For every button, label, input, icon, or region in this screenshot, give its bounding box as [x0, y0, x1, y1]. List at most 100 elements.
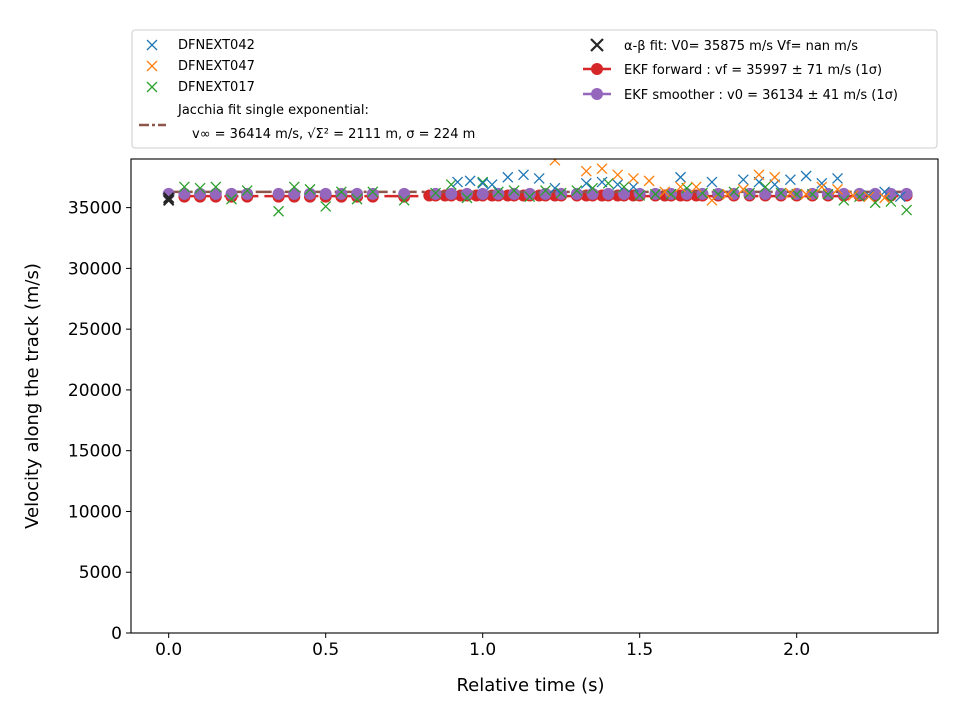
- y-tick-label: 10000: [68, 502, 122, 522]
- dfnext017-point: [775, 187, 787, 199]
- dfnext047-point: [769, 171, 781, 183]
- dfnext042-point: [580, 177, 592, 189]
- ekf-smoother-point: [884, 187, 897, 200]
- dfnext017-point: [728, 186, 740, 198]
- dfnext017-point: [398, 194, 410, 206]
- ekf-forward-legend-marker: [591, 63, 603, 75]
- dfnext017-point: [273, 205, 285, 217]
- dfnext017-point: [540, 185, 551, 197]
- ekf-smoother-point: [586, 187, 599, 200]
- legend-label-right-0: α-β fit: V0= 35875 m/s Vf= nan m/s: [624, 39, 858, 54]
- dfnext042-point: [800, 170, 812, 182]
- dfnext042-point: [549, 182, 561, 194]
- dfnext042-legend-marker: [146, 39, 158, 51]
- dfnext042-point: [502, 171, 514, 183]
- legend-label-jacchia: Jacchia fit single exponential:: [177, 103, 369, 118]
- dfnext017-point: [618, 181, 630, 193]
- dfnext047-point: [549, 159, 561, 166]
- dfnext017-point: [508, 185, 520, 197]
- y-tick-label: 5000: [79, 563, 122, 583]
- dfnext042-point: [863, 190, 875, 201]
- dfnext042-point: [894, 191, 906, 203]
- dfnext047-point: [675, 181, 686, 193]
- ekf-smoother-point: [319, 187, 332, 200]
- dfnext047-legend-marker: [146, 60, 158, 72]
- dfnext047-point: [580, 165, 592, 177]
- ekf-smoother-point: [241, 187, 254, 200]
- ekf-smoother-point: [272, 187, 285, 200]
- dfnext047-point: [753, 169, 765, 181]
- y-tick-label: 25000: [68, 320, 122, 340]
- ekf-smoother-point: [194, 187, 207, 200]
- legend-box: [131, 29, 938, 149]
- dfnext047-point: [879, 192, 891, 204]
- dfnext017-point: [634, 190, 646, 201]
- axes-layer: 0.0 0.5 1.0 1.5 2.0 0 5000 10000 15000 20000 25000…: [22, 158, 939, 696]
- ekf-smoother-point: [398, 187, 411, 200]
- dfnext042-point: [596, 176, 608, 188]
- dfnext047-point: [596, 163, 608, 175]
- x-axis-label: Relative time (s): [456, 675, 604, 696]
- x-tick-label: 1.5: [626, 640, 653, 660]
- y-tick-label: 35000: [68, 199, 122, 219]
- dfnext017-point: [445, 179, 457, 190]
- dfnext017-point: [461, 192, 473, 204]
- dfnext017-point: [241, 185, 253, 197]
- x-tick-label: 2.0: [783, 640, 810, 660]
- alpha-beta-legend-marker: [590, 38, 604, 52]
- ekf-smoother-point: [759, 187, 772, 200]
- ekf-smoother-point: [523, 187, 536, 200]
- dfnext042-point: [675, 171, 686, 183]
- dfnext017-point: [555, 187, 567, 199]
- x-tick-label: 0.0: [155, 640, 182, 660]
- ekf-smoother-legend-marker: [591, 88, 603, 100]
- dfnext017-legend-marker: [146, 81, 158, 93]
- dfnext017-point: [194, 182, 206, 194]
- dfnext017-point: [492, 186, 504, 198]
- dfnext017-point: [288, 181, 300, 193]
- y-tick-label: 20000: [68, 381, 122, 401]
- alpha-beta-point: [162, 192, 175, 204]
- ekf-smoother-point: [476, 187, 489, 200]
- dfnext047-point: [627, 172, 639, 184]
- ekf-smoother-point: [492, 187, 505, 200]
- dfnext042-point: [784, 174, 796, 186]
- ekf-smoother-point: [445, 187, 458, 200]
- dfnext042-point: [477, 177, 489, 189]
- dfnext042-point: [533, 172, 545, 184]
- dfnext017-point: [210, 181, 222, 193]
- dfnext017-point: [571, 185, 583, 197]
- plot-layer: [162, 159, 913, 217]
- dfnext047-point: [847, 190, 859, 201]
- y-tick-label: 15000: [68, 442, 122, 462]
- dfnext047-point: [690, 181, 702, 193]
- ekf-smoother-point: [178, 187, 191, 200]
- y-axis-label: Velocity along the track (m/s): [22, 263, 43, 529]
- dfnext047-point: [612, 169, 624, 181]
- dfnext017-point: [351, 193, 363, 205]
- dfnext017-point: [477, 176, 489, 188]
- dfnext017-point: [335, 186, 347, 198]
- dfnext047-point: [659, 186, 671, 198]
- dfnext042-point: [612, 179, 624, 190]
- legend: DFNEXT042 DFNEXT047 DFNEXT017 Jacchia fit s…: [131, 29, 938, 149]
- ekf-smoother-point: [617, 187, 630, 200]
- ekf-smoother-point: [288, 187, 301, 200]
- dfnext017-point: [226, 193, 237, 205]
- ekf-smoother-point: [303, 187, 316, 200]
- dfnext017-point: [838, 194, 850, 206]
- dfnext047-point: [643, 175, 655, 187]
- dfnext047-point: [706, 194, 718, 206]
- dfnext042-point: [486, 179, 498, 190]
- ekf-smoother-point: [508, 187, 521, 200]
- plot-area: [162, 159, 913, 217]
- dfnext017-point: [587, 182, 599, 194]
- dfnext042-point: [627, 181, 639, 193]
- dfnext042-point: [518, 169, 529, 181]
- dfnext047-point: [863, 191, 875, 203]
- y-tick-label: 30000: [68, 259, 122, 279]
- dfnext017-point: [822, 188, 834, 200]
- dfnext047-point: [722, 188, 734, 200]
- legend-label-dfnext042: DFNEXT042: [178, 38, 255, 53]
